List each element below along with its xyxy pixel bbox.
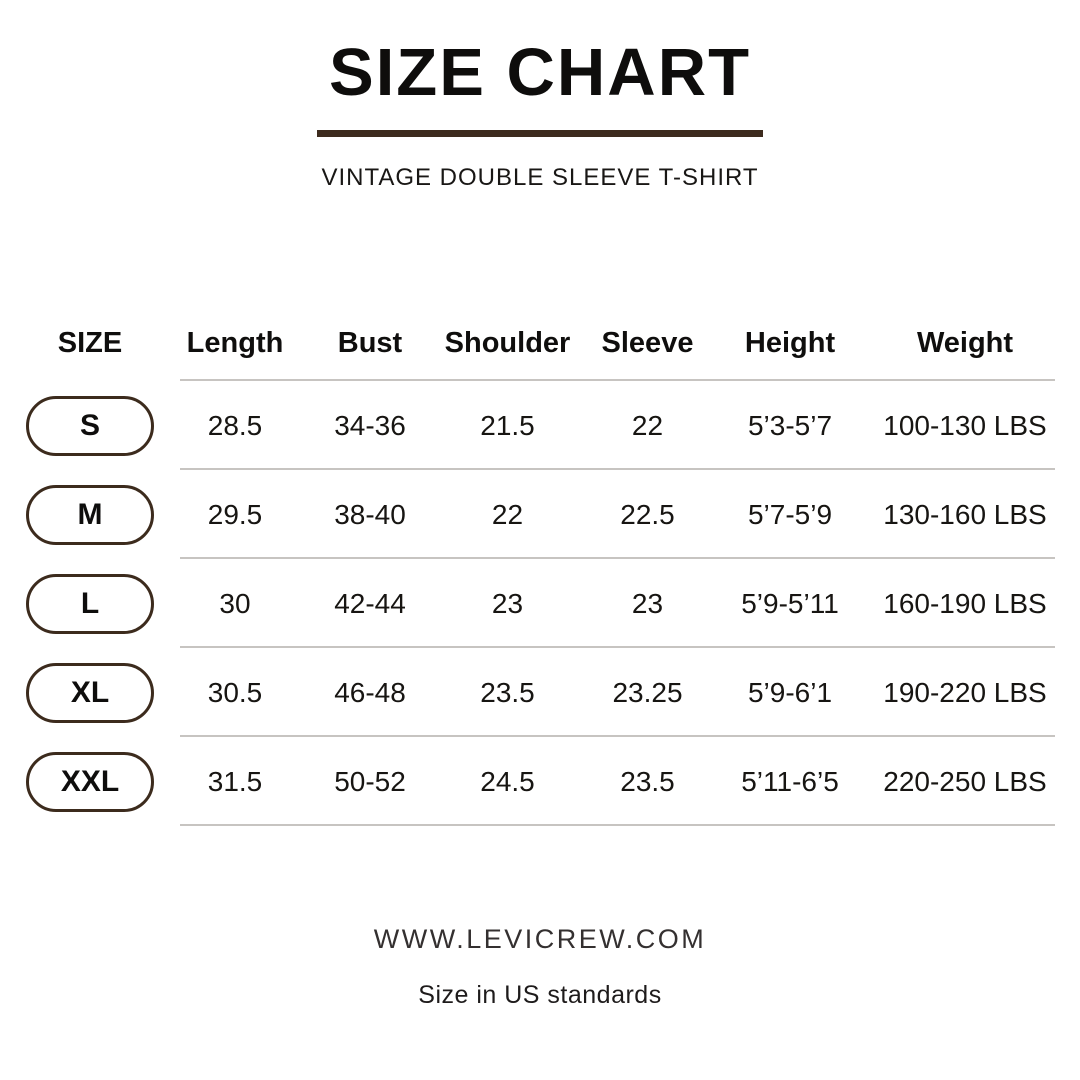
header-cell-weight: Weight <box>916 326 1014 359</box>
cell-sleeve: 22.5 <box>620 498 675 530</box>
table-row-l: L 30 42-44 23 23 5’9-5’11 160-190 LBS <box>25 559 1055 648</box>
page-title: SIZE CHART <box>329 35 751 110</box>
cell-bust: 50-52 <box>334 765 406 797</box>
size-badge-m: M <box>26 484 154 545</box>
size-badge-wrap: L <box>25 573 155 634</box>
cell-length: 29.5 <box>207 498 263 530</box>
cell-length: 28.5 <box>207 409 263 441</box>
table-row-m: M 29.5 38-40 22 22.5 5’7-5’9 130-160 LBS <box>25 470 1055 559</box>
size-badge-xxl: XXL <box>26 751 154 812</box>
size-badge-wrap: XL <box>25 662 155 723</box>
website-url: WWW.LEVICREW.COM <box>373 924 707 954</box>
cell-shoulder: 22 <box>491 498 524 530</box>
cell-sleeve: 22 <box>631 409 664 441</box>
header-cell-length: Length <box>186 326 284 359</box>
cell-sleeve: 23 <box>631 587 664 619</box>
table-row-xl: XL 30.5 46-48 23.5 23.25 5’9-6’1 190-220… <box>25 648 1055 737</box>
table-row-s: S 28.5 34-36 21.5 22 5’3-5’7 100-130 LBS <box>25 381 1055 470</box>
size-badge-l: L <box>26 573 154 634</box>
table-row-xxl: XXL 31.5 50-52 24.5 23.5 5’11-6’5 220-25… <box>25 737 1055 826</box>
cell-bust: 46-48 <box>334 676 406 708</box>
cell-height: 5’3-5’7 <box>747 409 833 441</box>
header-cell-sleeve: Sleeve <box>601 326 694 359</box>
size-badge-s: S <box>26 395 154 456</box>
cell-weight: 160-190 LBS <box>883 587 1047 619</box>
cell-shoulder: 23 <box>491 587 524 619</box>
cell-bust: 34-36 <box>334 409 406 441</box>
header-cell-height: Height <box>744 326 836 359</box>
cell-bust: 42-44 <box>334 587 406 619</box>
header-cell-bust: Bust <box>337 326 403 359</box>
size-badge-wrap: S <box>25 395 155 456</box>
header-cell-shoulder: Shoulder <box>444 326 571 359</box>
size-badge-wrap: XXL <box>25 751 155 812</box>
cell-sleeve: 23.25 <box>612 676 683 708</box>
cell-weight: 190-220 LBS <box>883 676 1047 708</box>
cell-weight: 130-160 LBS <box>883 498 1047 530</box>
cell-weight: 220-250 LBS <box>883 765 1047 797</box>
size-badge-xl: XL <box>26 662 154 723</box>
title-divider <box>317 130 763 137</box>
cell-length: 30.5 <box>207 676 263 708</box>
cell-height: 5’9-6’1 <box>747 676 833 708</box>
cell-shoulder: 24.5 <box>480 765 535 797</box>
cell-shoulder: 21.5 <box>480 409 535 441</box>
header-cell-size: SIZE <box>57 326 123 359</box>
cell-sleeve: 23.5 <box>620 765 675 797</box>
product-subtitle: VINTAGE DOUBLE SLEEVE T-SHIRT <box>321 164 759 191</box>
cell-shoulder: 23.5 <box>480 676 535 708</box>
cell-weight: 100-130 LBS <box>883 409 1047 441</box>
cell-height: 5’11-6’5 <box>741 765 839 797</box>
cell-length: 31.5 <box>207 765 263 797</box>
cell-length: 30 <box>219 587 251 619</box>
standards-note: Size in US standards <box>418 981 662 1009</box>
size-badge-wrap: M <box>25 484 155 545</box>
size-table: SIZE Length Bust Shoulder Sleeve Height … <box>25 305 1055 826</box>
cell-height: 5’7-5’9 <box>747 498 833 530</box>
cell-height: 5’9-5’11 <box>741 587 839 619</box>
cell-bust: 38-40 <box>334 498 406 530</box>
table-header-row: SIZE Length Bust Shoulder Sleeve Height … <box>25 305 1055 381</box>
